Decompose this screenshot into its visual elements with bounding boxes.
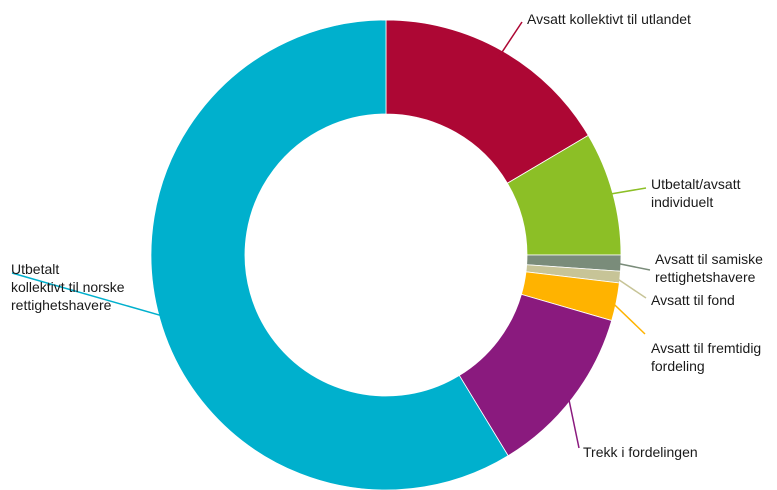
slice-utbetalt-kollektivt-til-norske-rettighetshavere	[150, 19, 509, 490]
leader-avsatt-kollektivt-til-utlandet	[498, 21, 523, 57]
label-avsatt-kollektivt-utlandet: Avsatt kollektivt til utlandet	[527, 11, 691, 27]
leader-utbetalt-kollektivt-til-norske-rettighetshavere	[11, 272, 166, 318]
label-avsatt-samiske-rettighetshavere: Avsatt til samiske rettighetshavere	[655, 251, 763, 285]
label-avsatt-til-fond: Avsatt til fond	[651, 292, 735, 308]
label-utbetalt-avsatt-individuelt: Utbetalt/avsatt individuelt	[651, 176, 741, 210]
label-avsatt-fremtidig-fordeling: Avsatt til fremtidig fordeling	[651, 340, 762, 374]
slice-avsatt-kollektivt-til-utlandet	[385, 19, 589, 184]
label-trekk-i-fordelingen: Trekk i fordelingen	[583, 444, 698, 460]
leader-avsatt-til-samiske-rettighetshavere	[614, 262, 651, 271]
leader-trekk-i-fordelingen	[567, 394, 580, 449]
leader-avsatt-til-fremtidig-fordeling	[609, 300, 646, 335]
label-utbetalt-kollektivt-norske: Utbetalt kollektivt til norske rettighet…	[11, 261, 125, 313]
leader-utbetalt-avsatt-individuelt	[606, 187, 647, 196]
leader-avsatt-til-fond	[613, 275, 647, 299]
